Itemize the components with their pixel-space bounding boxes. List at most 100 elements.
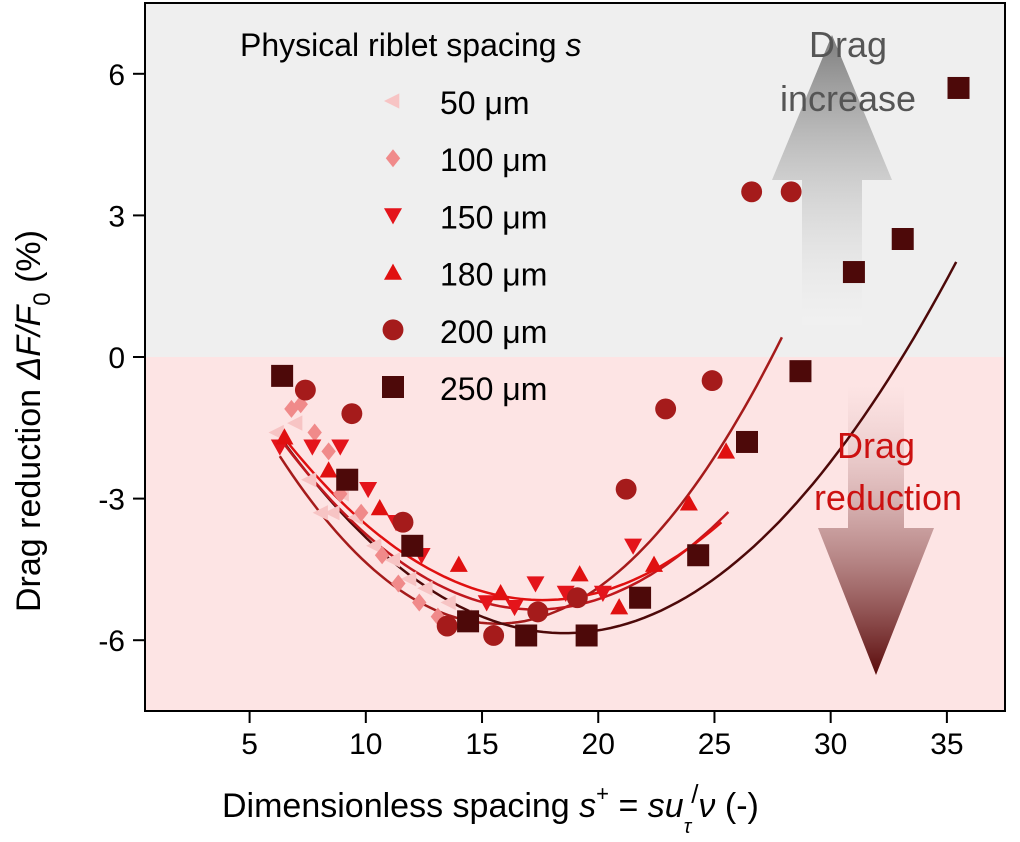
data-point-s2-7 [505, 599, 524, 617]
data-point-s4-5 [527, 601, 549, 623]
data-point-s3-2 [370, 499, 389, 516]
data-point-s1-2 [307, 423, 322, 442]
data-point-s4-4 [483, 625, 505, 646]
legend-marker-2 [384, 208, 402, 225]
drag-reduction-arrow [818, 385, 934, 675]
data-point-s0-10 [417, 580, 433, 596]
legend-title-main: Physical riblet spacing [240, 27, 565, 63]
data-point-s5-0 [271, 364, 294, 387]
data-point-s4-2 [392, 511, 414, 533]
data-point-s3-0 [275, 428, 294, 445]
legend-marker-0 [384, 93, 400, 109]
data-point-s0-4 [324, 505, 340, 521]
drag-reduction-label-line1: Drag [837, 425, 915, 466]
drag-reduction-label-line2: reduction [814, 477, 962, 518]
data-point-s2-8 [526, 576, 545, 593]
legend-title-italic: s [565, 27, 581, 63]
data-point-s4-1 [341, 403, 363, 425]
y-tick-label-3: 3 [108, 200, 125, 233]
legend-label-4: 200 μm [440, 314, 547, 350]
data-point-s4-6 [566, 587, 588, 609]
data-points [268, 76, 970, 647]
data-point-s5-3 [457, 610, 480, 633]
data-point-s1-8 [412, 593, 427, 612]
x-tick-label-0: 5 [241, 728, 258, 761]
x-tick-label-4: 25 [698, 728, 731, 761]
y-tick-label-0: -6 [98, 625, 125, 658]
legend-label-5: 250 μm [440, 371, 547, 407]
data-point-s3-5 [570, 565, 589, 582]
data-point-s4-9 [701, 370, 723, 392]
legend-label-2: 150 μm [440, 199, 547, 235]
data-point-s5-5 [575, 624, 598, 647]
data-point-s2-9 [556, 585, 575, 602]
series-4 [294, 181, 802, 646]
data-point-s3-7 [645, 555, 664, 572]
x-axis-title: Dimensionless spacing s+ = suτ/ν (-) [222, 779, 759, 838]
y-axis-title: Drag reduction ΔF/F0 (%) [10, 230, 56, 612]
fit-curve-0 [278, 336, 784, 625]
legend-label-1: 100 μm [440, 142, 547, 178]
data-point-s5-10 [842, 261, 865, 284]
data-point-s5-2 [401, 534, 424, 557]
data-point-s0-11 [440, 594, 456, 611]
legend-marker-1 [385, 149, 401, 168]
data-point-s1-3 [321, 442, 336, 461]
data-point-s0-8 [384, 552, 401, 568]
drag-increase-label-line1: Drag [809, 24, 887, 65]
data-point-s0-9 [400, 571, 417, 587]
legend-marker-3 [384, 263, 402, 280]
legend-label-3: 180 μm [440, 257, 547, 293]
series-3 [275, 428, 736, 615]
data-point-s4-3 [436, 615, 458, 637]
data-point-s2-11 [624, 538, 643, 555]
data-point-s0-3 [312, 505, 328, 521]
legend: Physical riblet spacing s 50 μm 100 μm 150… [240, 27, 581, 407]
annotation-arrows [772, 35, 934, 675]
data-point-s0-7 [366, 538, 382, 554]
y-tick-label-2: 0 [108, 342, 125, 375]
data-point-s2-1 [303, 439, 322, 456]
data-point-s3-1 [319, 461, 338, 478]
x-tick-label-2: 15 [465, 728, 498, 761]
data-point-s5-1 [336, 468, 359, 491]
x-tick-label-5: 30 [814, 728, 847, 761]
legend-marker-4 [382, 319, 404, 341]
data-point-s5-7 [687, 544, 710, 567]
data-point-s1-5 [353, 503, 369, 522]
data-point-s3-6 [610, 598, 629, 615]
data-point-s2-3 [359, 481, 378, 499]
data-point-s5-9 [789, 360, 812, 383]
data-point-s5-6 [629, 586, 652, 609]
data-point-s2-6 [477, 595, 496, 612]
legend-marker-5 [382, 376, 404, 398]
data-point-s4-10 [741, 181, 763, 203]
data-point-s3-4 [491, 584, 510, 601]
drag-increase-label-line2: increase [780, 78, 916, 119]
series-1 [284, 395, 446, 626]
data-point-s5-8 [736, 430, 758, 453]
data-point-s4-11 [780, 181, 802, 203]
data-point-s5-12 [947, 76, 970, 99]
data-point-s2-2 [331, 439, 350, 456]
data-point-s1-7 [391, 574, 406, 593]
data-point-s3-8 [679, 494, 698, 511]
data-point-s5-11 [891, 228, 914, 250]
y-tick-label-4: 6 [108, 59, 125, 92]
y-tick-label-1: -3 [98, 484, 125, 517]
drag-increase-arrow [772, 35, 892, 325]
data-point-s1-6 [374, 546, 390, 565]
x-tick-label-1: 10 [349, 728, 382, 761]
axes: 5 10 15 20 25 30 35 -6 -3 0 3 6 [98, 59, 963, 761]
data-point-s0-1 [287, 415, 303, 431]
data-point-s3-3 [449, 555, 468, 572]
legend-title: Physical riblet spacing s [240, 27, 581, 63]
data-point-s4-0 [294, 379, 316, 401]
x-tick-label-3: 20 [582, 728, 615, 761]
series-5 [271, 76, 970, 647]
data-point-s4-7 [615, 478, 637, 500]
data-point-s3-9 [717, 442, 736, 459]
legend-items: 50 μm 100 μm 150 μm 180 μm 200 μm 250 μm [382, 85, 547, 407]
data-point-s4-8 [655, 398, 677, 420]
